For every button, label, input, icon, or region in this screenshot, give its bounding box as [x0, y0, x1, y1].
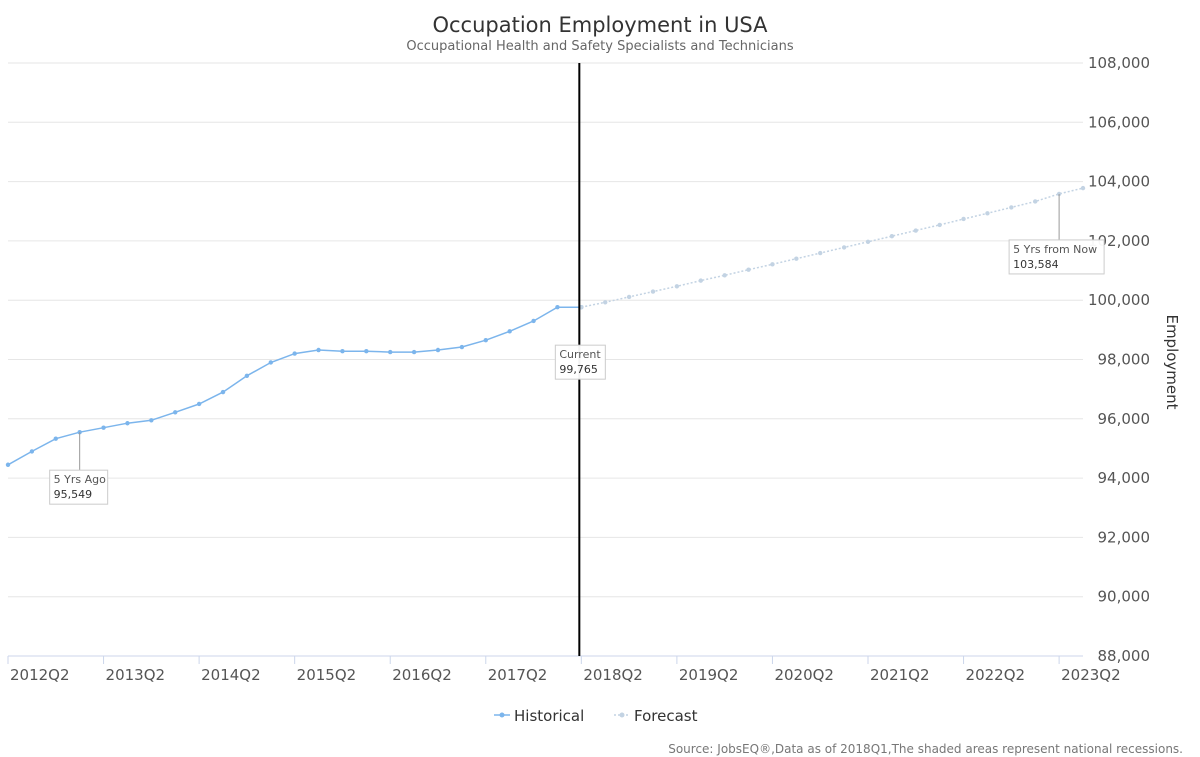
series-point-historical [53, 436, 58, 441]
x-tick-label: 2018Q2 [583, 666, 643, 684]
series-point-historical [29, 449, 35, 454]
y-tick-label: 88,000 [1098, 647, 1151, 665]
chart-credits: Source: JobsEQ®,Data as of 2018Q1,The sh… [668, 742, 1183, 756]
series-point-historical [268, 360, 273, 365]
annotation-box [49, 469, 109, 505]
series-point-historical [220, 389, 226, 395]
legend-historical-marker [499, 712, 505, 718]
series-point-historical [435, 347, 441, 353]
series-point-historical [555, 304, 560, 310]
x-tick-label: 2017Q2 [488, 666, 548, 684]
x-tick-label: 2020Q2 [774, 666, 834, 684]
x-tick-label: 2012Q2 [10, 666, 70, 684]
legend-item-forecast[interactable]: Forecast [614, 707, 698, 725]
annotations: 5 Yrs Ago 95,549 Current 99,765 5 Yrs from N… [49, 193, 1105, 505]
y-axis-label: Employment [1163, 314, 1181, 409]
series-point-historical [101, 425, 106, 430]
series-point-historical [507, 329, 512, 334]
x-tick-label: 2015Q2 [297, 666, 357, 684]
series-point-forecast [746, 267, 751, 272]
series-point-historical [244, 373, 250, 379]
series-point-historical [5, 462, 11, 467]
y-tick-label: 98,000 [1098, 351, 1151, 369]
annotation-value: 103,584 [1013, 258, 1059, 271]
series-point-forecast [985, 211, 990, 216]
y-tick-label: 108,000 [1088, 54, 1150, 72]
series-point-forecast [841, 245, 847, 250]
series-point-historical [196, 401, 202, 407]
x-tick-label: 2016Q2 [392, 666, 452, 684]
series-point-historical [388, 349, 393, 355]
annotation-box [554, 344, 606, 380]
annotation-five-years-ago: 5 Yrs Ago 95,549 [49, 432, 109, 505]
series-point-forecast [1033, 199, 1038, 204]
series-point-historical [149, 418, 154, 423]
series-point-forecast [961, 216, 966, 222]
y-axis-ticks: 88,000 90,000 92,000 94,000 96,000 98,000 100,… [1088, 54, 1150, 665]
y-tick-label: 104,000 [1088, 173, 1150, 191]
chart-title: Occupation Employment in USA [432, 13, 768, 37]
series-point-historical [531, 318, 536, 324]
series-point-forecast [818, 250, 823, 256]
series-point-forecast [674, 284, 680, 289]
series-layer [5, 185, 1086, 467]
y-tick-label: 100,000 [1088, 291, 1150, 309]
annotation-label: Current [559, 348, 601, 361]
x-tick-label: 2021Q2 [870, 666, 930, 684]
series-point-forecast [722, 273, 727, 278]
annotation-five-years-from-now: 5 Yrs from Now 103,584 [1008, 193, 1105, 275]
legend-forecast-label: Forecast [634, 707, 698, 725]
legend-item-historical[interactable]: Historical [494, 707, 584, 725]
series-point-forecast [770, 262, 775, 267]
series-point-historical [77, 429, 82, 435]
series-point-forecast [603, 300, 608, 305]
annotation-box [1008, 239, 1105, 275]
series-point-forecast [626, 294, 632, 300]
x-tick-label: 2013Q2 [106, 666, 166, 684]
series-point-historical [292, 351, 297, 356]
series-point-forecast [1009, 205, 1014, 210]
series-point-historical [483, 338, 488, 343]
annotation-label: 5 Yrs from Now [1013, 243, 1097, 256]
x-tick-label: 2014Q2 [201, 666, 261, 684]
y-tick-label: 94,000 [1098, 469, 1151, 487]
x-axis: 2012Q2 2013Q2 2014Q2 2015Q2 2016Q2 2017Q2 2018… [7, 655, 1121, 684]
series-point-forecast [794, 256, 799, 261]
series-point-historical [173, 410, 178, 415]
legend[interactable]: Historical Forecast [494, 707, 698, 725]
y-tick-label: 96,000 [1098, 410, 1151, 428]
grid-lines [8, 62, 1083, 598]
series-line-historical [7, 306, 582, 466]
annotation-label: 5 Yrs Ago [54, 473, 106, 486]
series-point-forecast [1080, 185, 1086, 191]
series-point-forecast [865, 239, 871, 244]
annotation-value: 95,549 [54, 488, 93, 501]
series-point-forecast [913, 228, 918, 233]
x-tick-label: 2019Q2 [679, 666, 739, 684]
chart-subtitle: Occupational Health and Safety Specialis… [406, 39, 793, 54]
series-point-historical [125, 421, 130, 426]
legend-historical-label: Historical [514, 707, 584, 725]
series-line-forecast [581, 187, 1084, 308]
series-point-historical [340, 348, 345, 354]
annotation-current: Current 99,765 [554, 344, 606, 380]
series-point-forecast [650, 289, 656, 294]
series-point-historical [316, 347, 321, 353]
x-tick-label: 2022Q2 [966, 666, 1026, 684]
y-tick-label: 90,000 [1098, 588, 1151, 606]
series-point-historical [364, 348, 369, 354]
y-tick-label: 92,000 [1098, 528, 1151, 546]
annotation-value: 99,765 [559, 363, 598, 376]
x-tick-label: 2023Q2 [1061, 666, 1121, 684]
y-tick-label: 106,000 [1088, 113, 1150, 131]
series-point-forecast [698, 278, 703, 283]
series-point-forecast [937, 222, 942, 228]
series-point-forecast [889, 233, 895, 239]
legend-forecast-marker [619, 712, 625, 718]
series-point-historical [459, 344, 465, 350]
series-point-historical [411, 349, 417, 355]
